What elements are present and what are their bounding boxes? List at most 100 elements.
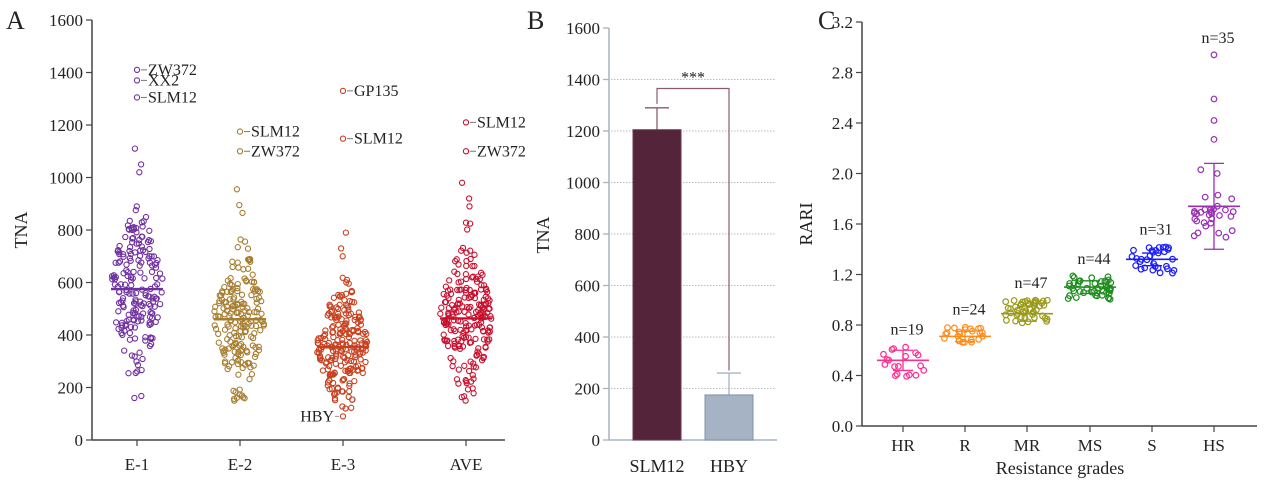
data-point <box>455 343 463 350</box>
data-point <box>138 392 145 400</box>
data-point <box>895 363 902 370</box>
data-point <box>1099 288 1107 295</box>
data-point <box>455 380 462 387</box>
data-point <box>1065 282 1073 290</box>
data-point <box>347 357 355 365</box>
data-point <box>978 329 986 337</box>
data-point <box>464 226 471 233</box>
x-tick-label: R <box>959 436 971 455</box>
y-tick-label: 0 <box>592 431 601 450</box>
data-point <box>1202 222 1210 230</box>
data-point <box>234 357 242 364</box>
data-point <box>139 310 147 317</box>
data-point <box>440 290 447 298</box>
data-point <box>225 323 232 330</box>
data-point <box>127 277 135 284</box>
data-point <box>342 301 350 308</box>
data-point <box>139 233 146 240</box>
data-point <box>447 327 454 334</box>
data-point <box>342 310 350 317</box>
data-point <box>357 321 365 328</box>
data-point <box>331 369 338 376</box>
data-point <box>138 317 145 324</box>
data-point <box>235 348 242 355</box>
significance-label: *** <box>681 70 705 87</box>
data-point <box>146 245 153 253</box>
data-point <box>250 278 258 286</box>
x-axis-label: Resistance grades <box>996 458 1124 478</box>
data-point <box>134 368 141 375</box>
data-point <box>154 281 161 288</box>
data-point <box>136 169 143 176</box>
data-point <box>346 330 354 338</box>
x-tick-label: E-3 <box>331 455 356 474</box>
data-point <box>129 290 136 297</box>
data-point <box>1214 191 1222 199</box>
data-point <box>131 394 138 402</box>
data-point <box>126 217 133 225</box>
data-point <box>130 316 137 323</box>
y-tick-label: 800 <box>575 225 601 244</box>
data-point <box>959 338 966 346</box>
data-point <box>232 332 240 340</box>
data-point <box>212 325 220 333</box>
data-point <box>461 362 468 369</box>
data-point <box>1190 232 1198 240</box>
data-point <box>352 313 359 321</box>
data-point <box>335 313 342 320</box>
data-point <box>212 303 219 310</box>
data-point <box>471 294 479 302</box>
data-point <box>127 323 135 331</box>
data-point <box>132 296 139 303</box>
data-point <box>258 310 265 317</box>
data-point <box>215 339 222 346</box>
data-point <box>480 354 487 362</box>
data-point <box>486 324 494 331</box>
data-point <box>880 350 887 358</box>
data-point <box>215 330 222 338</box>
data-point <box>465 294 472 302</box>
annotation-label: SLM12 <box>354 131 403 148</box>
data-point <box>139 355 146 363</box>
y-axis-label: TNA <box>533 217 553 254</box>
x-tick-label: HS <box>1203 436 1225 455</box>
data-point <box>346 380 353 387</box>
data-point <box>349 396 356 403</box>
data-point <box>129 275 136 282</box>
data-point <box>145 300 153 308</box>
data-point <box>352 354 359 361</box>
data-point <box>329 328 337 336</box>
outlier-point <box>133 77 141 84</box>
data-point <box>342 229 350 236</box>
data-point <box>248 371 256 378</box>
data-point <box>248 322 255 329</box>
data-point <box>447 354 454 362</box>
data-point <box>114 246 122 254</box>
data-point <box>1072 294 1080 302</box>
data-point <box>482 344 489 351</box>
data-point <box>230 296 237 303</box>
data-point <box>331 397 339 404</box>
data-point <box>145 237 153 244</box>
data-point <box>463 327 470 334</box>
data-point <box>246 255 254 263</box>
data-point <box>448 302 456 309</box>
x-tick-label: AVE <box>450 455 483 474</box>
data-point <box>258 297 265 305</box>
data-point <box>220 305 227 312</box>
x-tick-label: E-2 <box>228 455 253 474</box>
x-tick-label: SLM12 <box>629 456 684 476</box>
annotation-label: GP135 <box>354 83 398 100</box>
data-point <box>133 289 140 297</box>
data-point <box>329 347 337 355</box>
annotation-label: ZW372 <box>148 62 197 79</box>
data-point <box>123 267 130 274</box>
data-point <box>151 293 158 300</box>
data-point <box>1194 229 1202 237</box>
data-point <box>339 388 346 395</box>
data-point <box>131 145 139 152</box>
y-tick-label: 2.8 <box>832 64 853 83</box>
data-point <box>467 303 474 311</box>
data-point <box>254 305 262 312</box>
data-point <box>251 330 258 337</box>
